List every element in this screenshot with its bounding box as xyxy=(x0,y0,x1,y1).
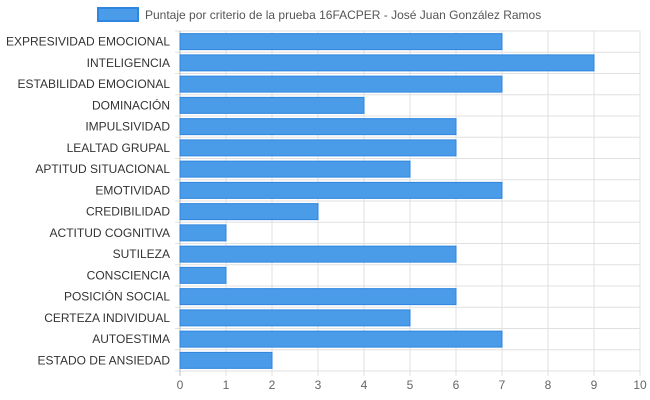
x-tick-label: 0 xyxy=(177,378,184,392)
category-label: LEALTAD GRUPAL xyxy=(67,141,171,155)
bar[interactable] xyxy=(179,33,503,51)
bar[interactable] xyxy=(179,266,227,284)
legend: Puntaje por criterio de la prueba 16FACP… xyxy=(97,7,541,22)
bar[interactable] xyxy=(179,54,595,72)
category-label: AUTOESTIMA xyxy=(92,332,170,346)
x-tick-label: 7 xyxy=(499,378,506,392)
x-tick-label: 4 xyxy=(361,378,368,392)
bar[interactable] xyxy=(179,181,503,199)
x-tick-label: 10 xyxy=(633,378,647,392)
category-label: DOMINACIÓN xyxy=(92,97,170,112)
bar[interactable] xyxy=(179,351,273,369)
x-tick-label: 8 xyxy=(545,378,552,392)
bar[interactable] xyxy=(179,224,227,242)
bar[interactable] xyxy=(179,288,457,306)
category-label: CERTEZA INDIVIDUAL xyxy=(44,311,170,325)
bar[interactable] xyxy=(179,160,411,178)
legend-label[interactable]: Puntaje por criterio de la prueba 16FACP… xyxy=(145,8,541,22)
bar[interactable] xyxy=(179,245,457,263)
y-axis-labels: EXPRESIVIDAD EMOCIONAL INTELIGENCIA ESTABI… xyxy=(6,35,170,368)
category-label: EXPRESIVIDAD EMOCIONAL xyxy=(6,35,170,49)
category-label: IMPULSIVIDAD xyxy=(85,120,170,134)
x-tick-label: 3 xyxy=(315,378,322,392)
x-axis-labels: 0 1 2 3 4 5 6 7 8 9 10 xyxy=(177,378,647,392)
x-tick-label: 2 xyxy=(269,378,276,392)
bar[interactable] xyxy=(179,118,457,136)
bars xyxy=(179,33,595,369)
bar[interactable] xyxy=(179,309,411,327)
bar[interactable] xyxy=(179,75,503,93)
category-label: CREDIBILIDAD xyxy=(86,205,170,219)
bar[interactable] xyxy=(179,139,457,157)
category-label: INTELIGENCIA xyxy=(87,56,170,70)
bar[interactable] xyxy=(179,203,319,221)
legend-swatch[interactable] xyxy=(97,7,139,22)
bar[interactable] xyxy=(179,96,365,114)
category-label: CONSCIENCIA xyxy=(87,268,170,282)
category-label: ACTITUD COGNITIVA xyxy=(50,226,170,240)
category-label: POSICIÓN SOCIAL xyxy=(64,289,170,304)
x-tick-label: 9 xyxy=(591,378,598,392)
category-label: ESTADO DE ANSIEDAD xyxy=(38,353,171,367)
bar[interactable] xyxy=(179,330,503,348)
x-tick-label: 5 xyxy=(407,378,414,392)
category-label: APTITUD SITUACIONAL xyxy=(35,162,170,176)
category-label: EMOTIVIDAD xyxy=(95,183,170,197)
category-label: ESTABILIDAD EMOCIONAL xyxy=(18,77,171,91)
x-tick-label: 1 xyxy=(223,378,230,392)
x-tick-label: 6 xyxy=(453,378,460,392)
category-label: SUTILEZA xyxy=(113,247,170,261)
